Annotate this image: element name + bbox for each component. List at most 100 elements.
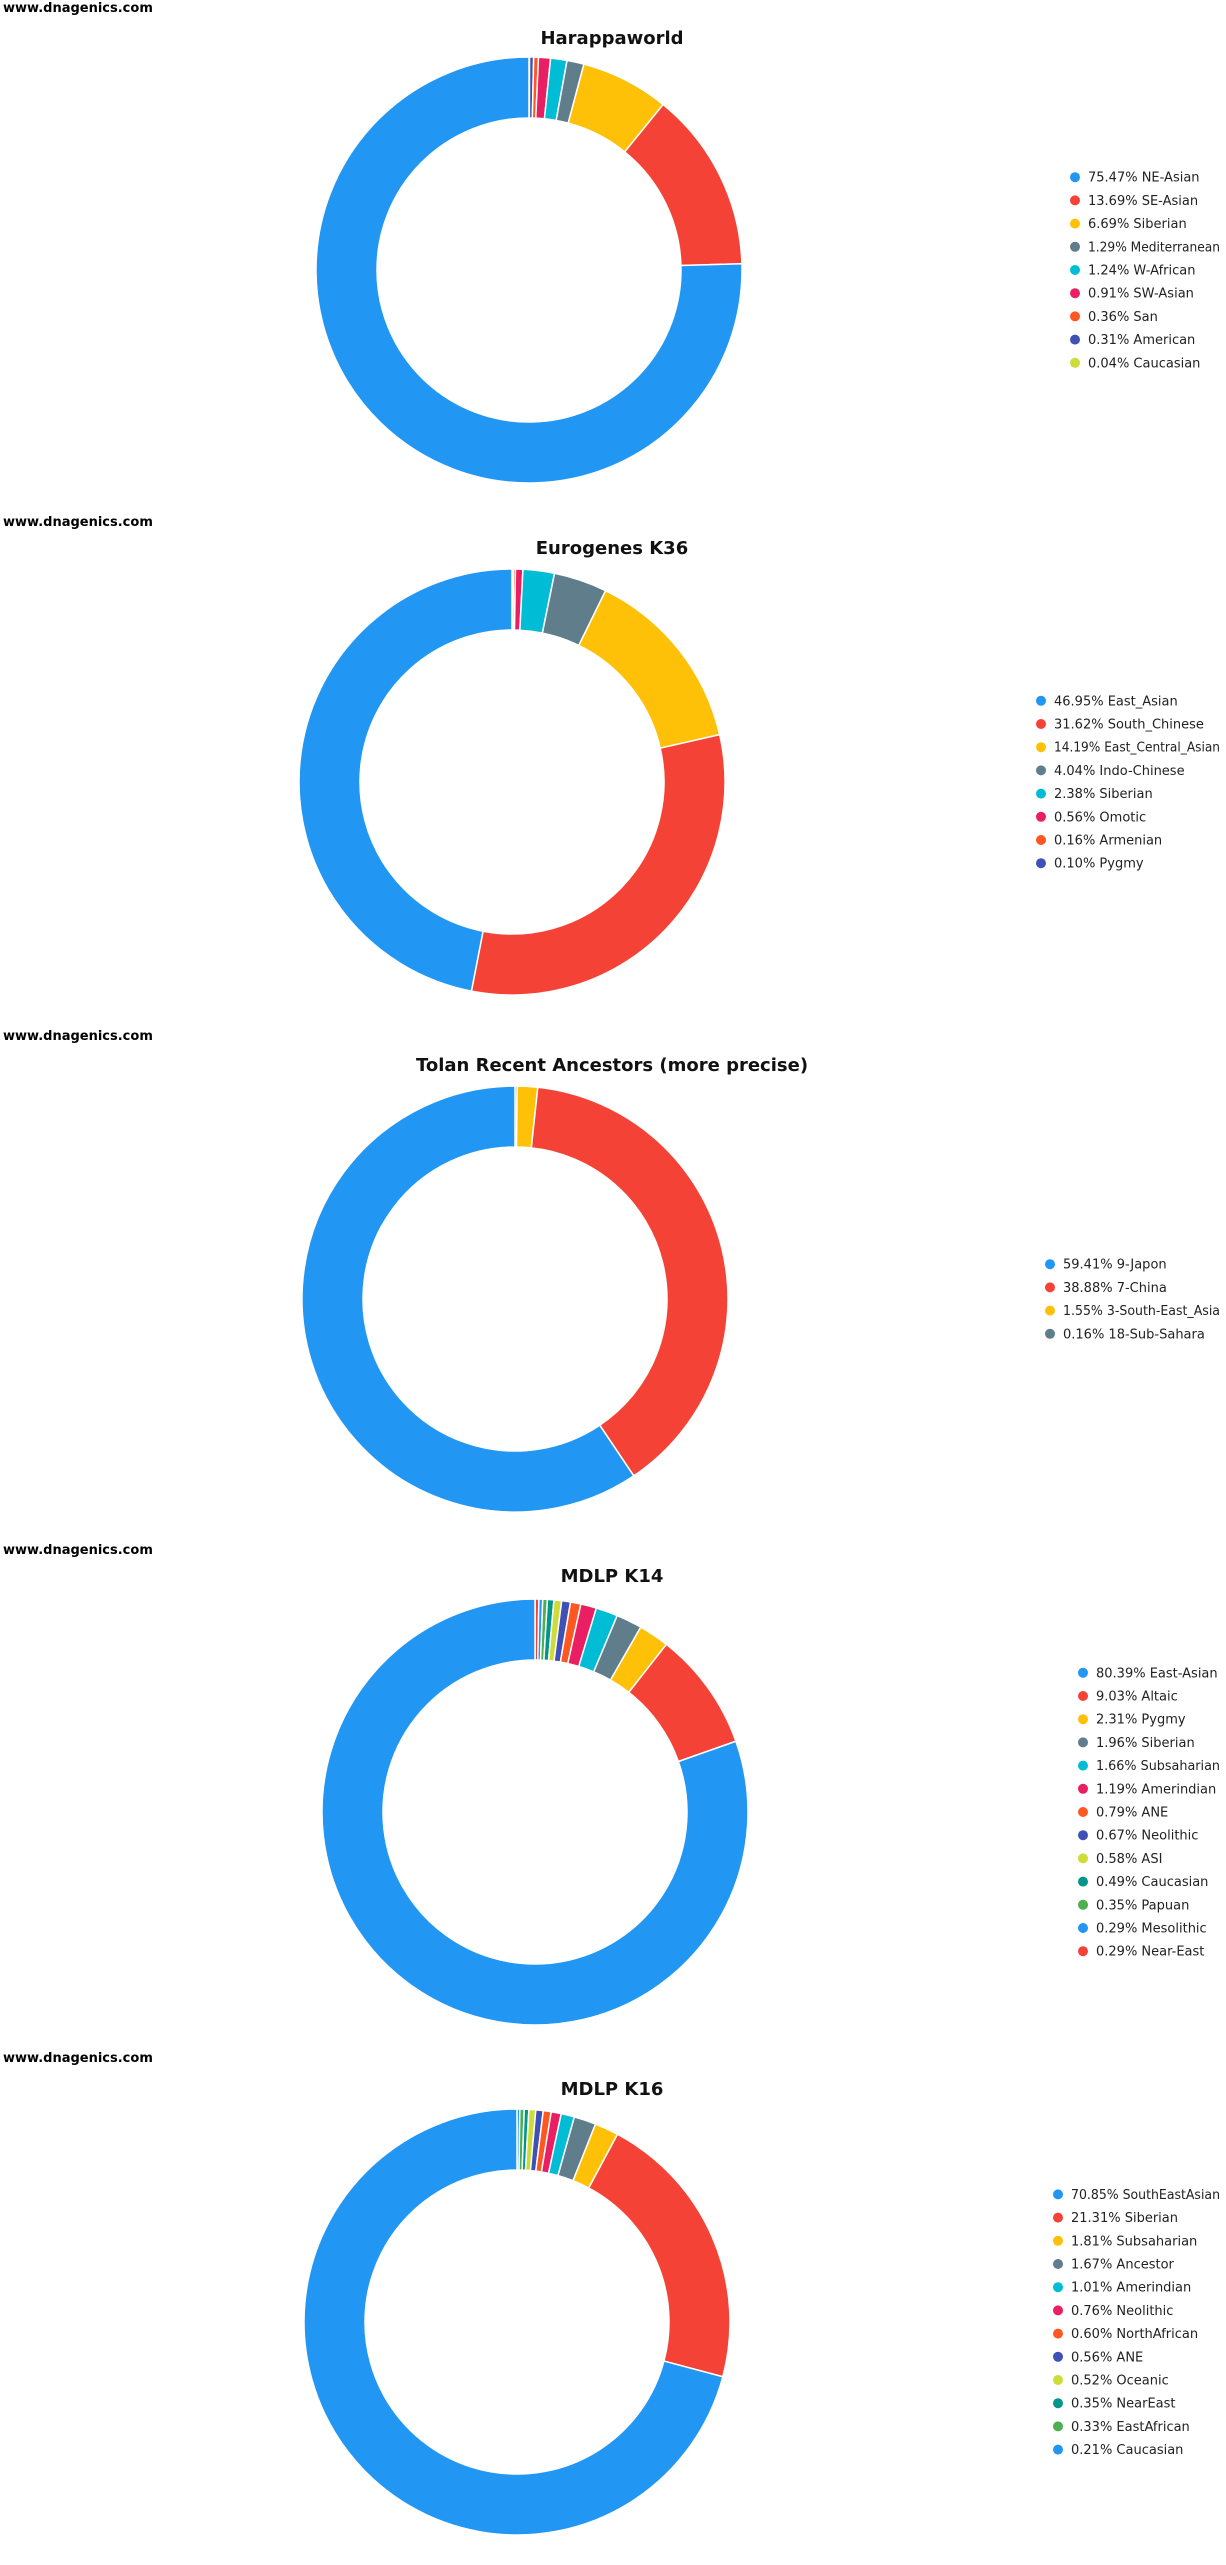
- legend-marker: [1053, 2398, 1063, 2409]
- legend-marker: [1078, 1853, 1088, 1864]
- legend-marker: [1036, 788, 1046, 799]
- legend-label: 0.29% Near-East: [1096, 1945, 1204, 1960]
- chart-title: MDLP K16: [561, 2079, 664, 2100]
- donut-slice: [470, 733, 726, 996]
- legend-label: 0.56% Omotic: [1054, 810, 1146, 825]
- legend-marker: [1070, 195, 1080, 206]
- chart-panel-2: www.dnagenics.com Tolan Recent Ancestors…: [0, 1028, 1226, 1543]
- legend-label: 0.29% Mesolithic: [1096, 1922, 1207, 1937]
- chart-panel-0: www.dnagenics.com Harappaworld 75.47% NE-…: [0, 0, 1226, 515]
- legend-label: 1.66% Subsaharian: [1096, 1759, 1220, 1774]
- legend-label: 0.56% ANE: [1071, 2350, 1143, 2365]
- legend-marker: [1053, 2189, 1063, 2200]
- legend-label: 1.01% Amerindian: [1071, 2281, 1191, 2296]
- chart-title: Tolan Recent Ancestors (more precise): [416, 1055, 808, 1076]
- donut-slice: [303, 2108, 724, 2536]
- site-watermark: www.dnagenics.com: [3, 1, 153, 16]
- legend-label: 0.49% Caucasian: [1096, 1875, 1208, 1890]
- legend-marker: [1053, 2212, 1063, 2223]
- site-watermark: www.dnagenics.com: [3, 515, 153, 530]
- legend-label: 0.16% Armenian: [1054, 834, 1162, 849]
- legend-label: 21.31% Siberian: [1071, 2211, 1178, 2226]
- legend-marker: [1070, 334, 1080, 345]
- legend-label: 0.31% American: [1088, 333, 1195, 348]
- legend-label: 31.62% South_Chinese: [1054, 718, 1204, 733]
- legend-marker: [1078, 1737, 1088, 1748]
- legend-label: 4.04% Indo-Chinese: [1054, 764, 1185, 779]
- donut-chart-2: Tolan Recent Ancestors (more precise) 59.…: [301, 1055, 1220, 1513]
- legend-label: 2.38% Siberian: [1054, 787, 1153, 802]
- legend-label: 0.52% Oceanic: [1071, 2374, 1169, 2389]
- legend-label: 1.24% W-African: [1088, 264, 1195, 279]
- legend-marker: [1070, 241, 1080, 252]
- legend-marker: [1078, 1807, 1088, 1817]
- chart-panel-3: www.dnagenics.com MDLP K14 80.39% East-As…: [0, 1542, 1226, 2057]
- legend-marker: [1070, 218, 1080, 229]
- legend-label: 0.04% Caucasian: [1088, 356, 1200, 371]
- legend-label: 0.10% Pygmy: [1054, 857, 1144, 872]
- legend-marker: [1053, 2444, 1063, 2455]
- legend-label: 0.35% NearEast: [1071, 2397, 1176, 2412]
- legend-marker: [1036, 719, 1046, 729]
- legend-marker: [1078, 1783, 1088, 1794]
- legend-label: 75.47% NE-Asian: [1088, 171, 1200, 186]
- legend-marker: [1053, 2259, 1063, 2269]
- legend-marker: [1078, 1760, 1088, 1771]
- legend-marker: [1078, 1876, 1088, 1887]
- legend-label: 2.31% Pygmy: [1096, 1713, 1186, 1728]
- legend-label: 0.91% SW-Asian: [1088, 287, 1194, 302]
- donut-chart-1: Eurogenes K36 46.95% East_Asian 31.62% Sou…: [298, 538, 1220, 996]
- legend-label: 0.79% ANE: [1096, 1806, 1168, 1821]
- legend-marker: [1036, 835, 1046, 845]
- legend-marker: [1053, 2421, 1063, 2432]
- legend-marker: [1036, 742, 1046, 753]
- legend-marker: [1078, 1923, 1088, 1933]
- legend-marker: [1053, 2375, 1063, 2385]
- legend-label: 0.16% 18-Sub-Sahara: [1063, 1327, 1205, 1342]
- legend-marker: [1045, 1328, 1055, 1339]
- legend-label: 1.55% 3-South-East_Asia: [1063, 1304, 1220, 1319]
- legend-label: 70.85% SouthEastAsian: [1071, 2188, 1220, 2203]
- legend-label: 6.69% Siberian: [1088, 217, 1187, 232]
- legend-label: 38.88% 7-China: [1063, 1281, 1167, 1296]
- legend-marker: [1053, 2282, 1063, 2293]
- legend-label: 59.41% 9-Japon: [1063, 1258, 1167, 1273]
- legend-marker: [1078, 1946, 1088, 1957]
- chart-title: Eurogenes K36: [536, 538, 688, 559]
- donut-slice: [577, 589, 721, 750]
- donut-slice: [530, 1086, 729, 1477]
- donut-slice: [587, 2133, 731, 2378]
- legend-marker: [1070, 311, 1080, 322]
- legend-marker: [1070, 288, 1080, 299]
- legend-marker: [1053, 2351, 1063, 2362]
- legend-label: 0.67% Neolithic: [1096, 1829, 1198, 1844]
- legend-label: 46.95% East_Asian: [1054, 694, 1178, 709]
- legend-marker: [1070, 265, 1080, 275]
- legend-label: 0.35% Papuan: [1096, 1898, 1189, 1913]
- donut-chart-4: MDLP K16 70.85% SouthEastAsian 21.31% Sibe…: [303, 2079, 1220, 2536]
- legend-label: 1.29% Mediterranean: [1088, 240, 1220, 255]
- donut-slice: [298, 568, 513, 992]
- legend-label: 0.36% San: [1088, 310, 1158, 325]
- legend-marker: [1078, 1899, 1088, 1910]
- legend-marker: [1078, 1714, 1088, 1725]
- donut-slice: [321, 1598, 749, 2026]
- legend-marker: [1078, 1691, 1088, 1701]
- chart-title: MDLP K14: [561, 1566, 664, 1587]
- donut-chart-0: Harappaworld 75.47% NE-Asian 13.69% SE-Asi…: [315, 28, 1220, 484]
- legend-marker: [1070, 357, 1080, 368]
- legend-marker: [1053, 2305, 1063, 2316]
- legend-label: 0.58% ASI: [1096, 1852, 1162, 1867]
- donut-slice: [315, 56, 743, 484]
- site-watermark: www.dnagenics.com: [3, 1543, 153, 1558]
- legend-label: 14.19% East_Central_Asian: [1054, 741, 1220, 756]
- donut-slice: [301, 1085, 635, 1513]
- legend-marker: [1036, 695, 1046, 706]
- donut-chart-3: MDLP K14 80.39% East-Asian 9.03% Altaic 2.3…: [321, 1566, 1220, 2026]
- legend-marker: [1053, 2235, 1063, 2246]
- legend-label: 1.67% Ancestor: [1071, 2258, 1175, 2273]
- legend-label: 1.81% Subsaharian: [1071, 2234, 1197, 2249]
- chart-panel-4: www.dnagenics.com MDLP K16 70.85% SouthEa…: [0, 2050, 1226, 2565]
- site-watermark: www.dnagenics.com: [3, 2051, 153, 2066]
- legend-label: 13.69% SE-Asian: [1088, 194, 1198, 209]
